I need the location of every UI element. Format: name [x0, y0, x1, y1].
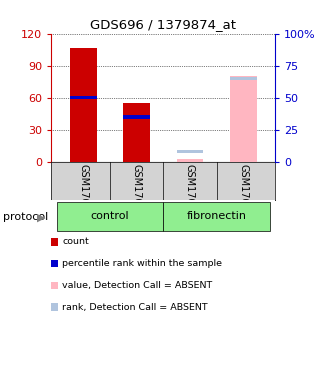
FancyBboxPatch shape: [163, 202, 270, 231]
Text: fibronectin: fibronectin: [187, 211, 246, 222]
Text: percentile rank within the sample: percentile rank within the sample: [62, 259, 222, 268]
Text: ▶: ▶: [37, 213, 45, 222]
Bar: [230, 77, 257, 80]
Bar: [123, 103, 150, 162]
Text: protocol: protocol: [3, 213, 48, 222]
Bar: [177, 150, 203, 153]
Text: GSM17080: GSM17080: [238, 164, 248, 217]
Text: GSM17079: GSM17079: [185, 164, 195, 217]
Bar: [230, 76, 257, 162]
Bar: [177, 159, 203, 162]
Text: count: count: [62, 237, 89, 246]
Text: GSM17077: GSM17077: [78, 164, 88, 217]
Bar: [70, 96, 97, 99]
Bar: [123, 115, 150, 119]
Bar: [70, 48, 97, 162]
FancyBboxPatch shape: [57, 202, 163, 231]
Text: GSM17078: GSM17078: [132, 164, 141, 217]
Title: GDS696 / 1379874_at: GDS696 / 1379874_at: [90, 18, 236, 31]
Text: rank, Detection Call = ABSENT: rank, Detection Call = ABSENT: [62, 303, 208, 312]
Text: control: control: [91, 211, 129, 222]
Text: value, Detection Call = ABSENT: value, Detection Call = ABSENT: [62, 281, 213, 290]
